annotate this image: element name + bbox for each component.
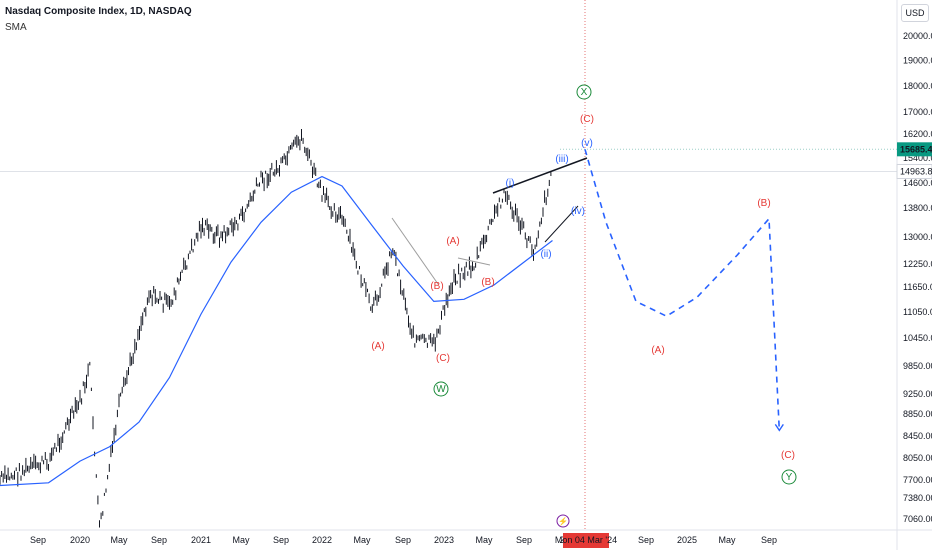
x-tick-label: 2 xyxy=(559,535,564,545)
y-tick-label: 8850.00 xyxy=(903,409,932,419)
y-tick-label: 8050.00 xyxy=(903,453,932,463)
y-tick-label: 9850.00 xyxy=(903,361,932,371)
sma-line xyxy=(0,175,553,487)
y-tick-label: 7380.00 xyxy=(903,493,932,503)
price-label-last-bg xyxy=(896,163,932,179)
lower-trendline xyxy=(544,205,579,243)
y-tick-label: 11650.00 xyxy=(903,282,932,292)
wave-label: (A) xyxy=(371,341,384,352)
wave-label: (A) xyxy=(446,236,459,247)
y-tick-label: 19000.00 xyxy=(903,55,932,65)
upper-trendline xyxy=(492,157,588,194)
wave-label: Y xyxy=(786,472,793,483)
x-tick-label: 2022 xyxy=(312,535,332,545)
x-tick-label: Sep xyxy=(638,535,654,545)
wave-label: (B) xyxy=(481,277,494,288)
x-tick-label: Sep xyxy=(516,535,532,545)
x-tick-label: Sep xyxy=(151,535,167,545)
y-tick-label: 8450.00 xyxy=(903,431,932,441)
y-tick-label: 11050.00 xyxy=(903,307,932,317)
x-tick-label: Sep xyxy=(761,535,777,545)
wave-circle xyxy=(433,381,449,397)
chart-title: Nasdaq Composite Index, 1D, NASDAQ xyxy=(5,6,192,17)
cursor-date-label: Mon 04 Mar '24 xyxy=(555,535,617,545)
y-tick-label: 9250.00 xyxy=(903,389,932,399)
wave-label: (iii) xyxy=(555,154,568,165)
price-label-projected: 15685.42 xyxy=(900,144,932,154)
wave-label: (C) xyxy=(580,114,594,125)
y-tick-label: 17000.00 xyxy=(903,107,932,117)
x-tick-label: May xyxy=(110,535,128,545)
wave-guide-line xyxy=(457,257,491,266)
x-tick-label: 2025 xyxy=(677,535,697,545)
y-tick-label: 7060.00 xyxy=(903,514,932,524)
y-tick-label: 13800.00 xyxy=(903,203,932,213)
y-tick-label: 16200.00 xyxy=(903,129,932,139)
wave-label: W xyxy=(436,384,446,395)
wave-guide-line xyxy=(391,217,439,285)
wave-circle xyxy=(781,469,797,485)
wave-label: (B) xyxy=(757,198,770,209)
x-tick-label: May xyxy=(353,535,371,545)
wave-label: (iv) xyxy=(571,206,585,217)
y-tick-label: 13000.00 xyxy=(903,232,932,242)
wave-label: (B) xyxy=(430,281,443,292)
cursor-date-bg xyxy=(563,533,609,548)
wave-label: (A) xyxy=(651,345,664,356)
indicator-label[interactable]: SMA xyxy=(5,22,27,33)
x-tick-label: May xyxy=(718,535,736,545)
y-tick-label: 7700.00 xyxy=(903,475,932,485)
projection-path xyxy=(584,149,781,431)
wave-label: (C) xyxy=(436,353,450,364)
wave-label: (C) xyxy=(781,450,795,461)
wave-label: (ii) xyxy=(540,249,551,260)
projection-arrowhead xyxy=(774,424,784,432)
y-tick-label: 10450.00 xyxy=(903,333,932,343)
event-icon xyxy=(556,514,570,528)
y-tick-label: 14600.00 xyxy=(903,178,932,188)
y-tick-label: 15400.00 xyxy=(903,153,932,163)
x-tick-label: May xyxy=(475,535,493,545)
y-tick-label: 12250.00 xyxy=(903,259,932,269)
price-label-last: 14963.87 xyxy=(900,166,932,176)
x-tick-label: 2021 xyxy=(191,535,211,545)
x-tick-label: Sep xyxy=(395,535,411,545)
x-tick-label: 2020 xyxy=(70,535,90,545)
wave-label: X xyxy=(581,87,588,98)
x-tick-label: May xyxy=(232,535,250,545)
currency-button[interactable]: USD xyxy=(901,4,929,22)
wave-label: (i) xyxy=(506,178,515,189)
wave-label: (v) xyxy=(581,138,593,149)
candlesticks xyxy=(0,129,552,528)
x-tick-label: 2023 xyxy=(434,535,454,545)
price-label-bg xyxy=(897,142,932,157)
y-tick-label: 20000.00 xyxy=(903,31,932,41)
y-tick-label: 18000.00 xyxy=(903,81,932,91)
wave-circle xyxy=(576,84,592,100)
x-tick-label: Sep xyxy=(30,535,46,545)
x-tick-label: Sep xyxy=(273,535,289,545)
lightning-icon: ⚡ xyxy=(558,516,568,526)
